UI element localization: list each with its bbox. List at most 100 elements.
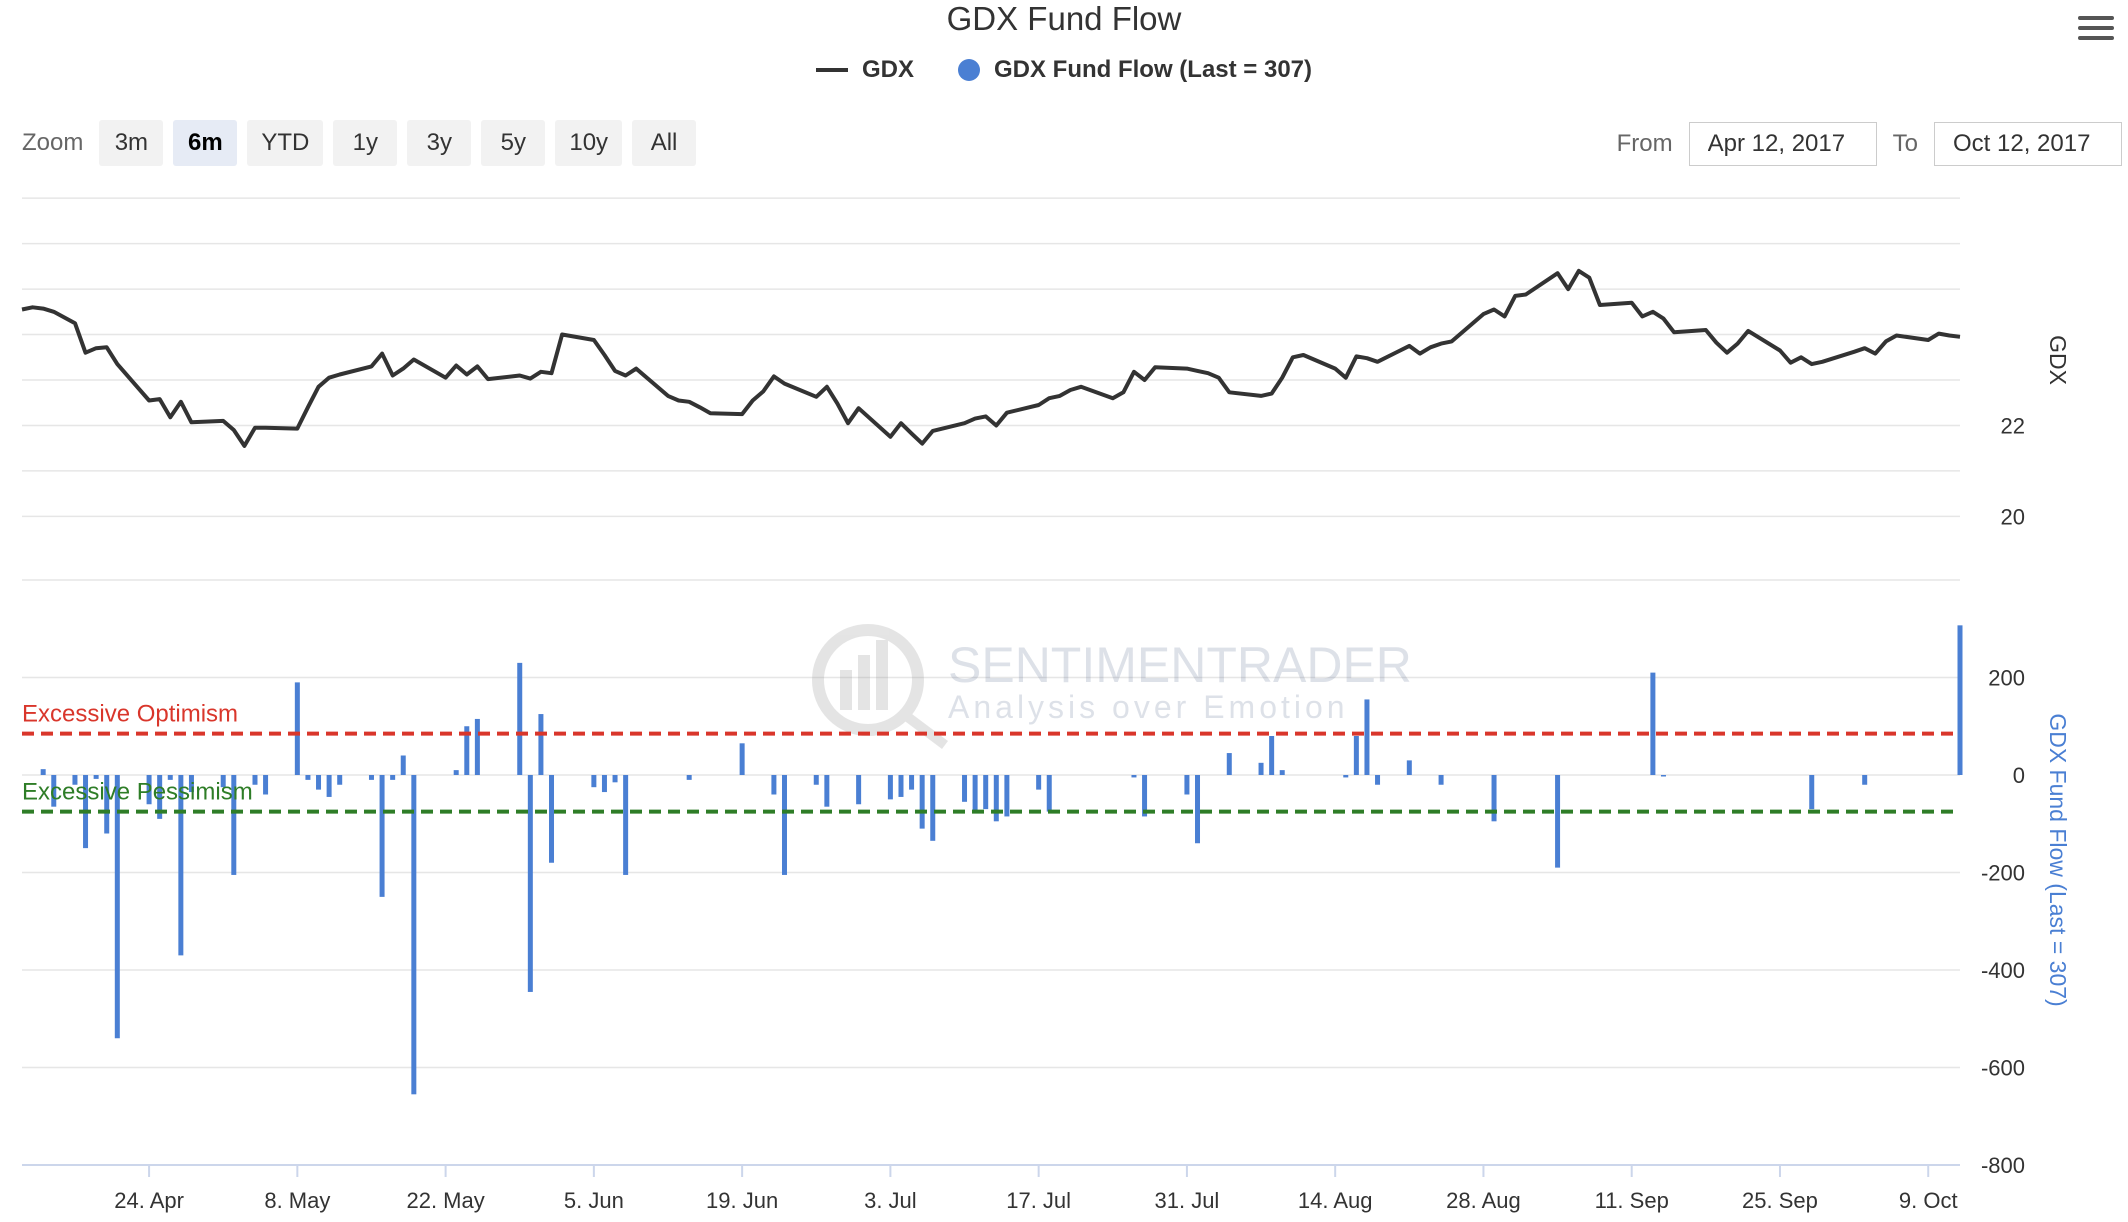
fund-flow-bar: [231, 775, 237, 875]
fund-flow-bar: [601, 775, 607, 793]
fund-flow-bar: [898, 775, 904, 797]
fund-flow-bar: [167, 775, 173, 780]
fund-flow-bar: [623, 775, 629, 875]
x-tick-label: 31. Jul: [1155, 1188, 1220, 1213]
from-date-input[interactable]: [1688, 122, 1877, 166]
fund-flow-bar: [517, 662, 523, 775]
fund-flow-bar: [263, 775, 269, 795]
zoom-button-10y[interactable]: 10y: [555, 120, 623, 166]
fund-flow-bar: [40, 769, 46, 775]
fund-flow-bar: [824, 775, 830, 807]
fund-flow-bar: [781, 775, 787, 875]
fund-flow-bar: [919, 775, 925, 829]
fund-flow-bar: [983, 775, 989, 810]
fund-flow-bar: [474, 718, 480, 775]
x-tick-label: 28. Aug: [1446, 1188, 1521, 1213]
watermark-logo-icon: [812, 624, 924, 736]
fund-flow-bar: [316, 775, 322, 790]
fund-flow-bar: [739, 743, 745, 775]
fund-flow-bar: [464, 726, 470, 775]
fund-flow-bar: [1131, 775, 1137, 778]
x-tick-label: 17. Jul: [1006, 1188, 1071, 1213]
fund-flow-bar: [1438, 775, 1444, 785]
legend-item-fund-flow[interactable]: GDX Fund Flow (Last = 307): [957, 56, 1312, 84]
fund-flow-bar: [1353, 736, 1359, 775]
zoom-button-all[interactable]: All: [632, 120, 697, 166]
y-axis-title-flow: GDX Fund Flow (Last = 307): [2045, 713, 2071, 1006]
fund-flow-bar: [368, 775, 374, 780]
fund-flow-bars: [40, 625, 1963, 1095]
y-tick-label-flow: 200: [1988, 666, 2025, 691]
watermark-name: SENTIMENTRADER: [948, 637, 1412, 693]
fund-flow-bar: [305, 775, 311, 780]
fund-flow-bar: [1364, 699, 1370, 775]
x-tick-label: 19. Jun: [706, 1188, 778, 1213]
legend-item-gdx[interactable]: GDX: [815, 56, 914, 84]
fund-flow-bar: [856, 775, 862, 805]
fund-flow-bar: [453, 770, 459, 775]
fund-flow-bar: [591, 775, 597, 788]
zoom-button-5y[interactable]: 5y: [481, 120, 546, 166]
fund-flow-bar: [909, 775, 915, 790]
y-tick-label-flow: 0: [2013, 763, 2025, 788]
fund-flow-bar: [1258, 762, 1264, 775]
fund-flow-bar: [1142, 775, 1148, 817]
fund-flow-bar: [993, 775, 999, 822]
date-range: From To: [1617, 122, 2122, 166]
zoom-button-6m[interactable]: 6m: [173, 120, 238, 166]
y-tick-label-flow: -200: [1981, 861, 2025, 886]
y-tick-label-price: 20: [2001, 504, 2025, 529]
fund-flow-bar: [538, 714, 544, 775]
fund-flow-bar: [220, 775, 226, 788]
fund-flow-bar: [1650, 672, 1656, 775]
axes: 20 22 GDX -800 -600 -400 -200 0 200 GDX Fund Flow…: [22, 335, 2071, 1213]
fund-flow-bar: [51, 775, 57, 807]
zoom-bar: Zoom 3m 6m YTD 1y 3y 5y 10y All: [22, 120, 697, 166]
fund-flow-bar: [411, 775, 417, 1095]
fund-flow-bar: [72, 775, 78, 785]
fund-flow-bar: [962, 775, 968, 802]
zoom-button-3m[interactable]: 3m: [99, 120, 164, 166]
fund-flow-bar: [1279, 770, 1285, 775]
fund-flow-bar: [294, 682, 300, 775]
fund-flow-bar: [1957, 625, 1963, 775]
x-tick-label: 25. Sep: [1742, 1188, 1818, 1213]
y-tick-label-flow: -600: [1981, 1056, 2025, 1081]
fund-flow-bar: [1046, 775, 1052, 812]
zoom-button-ytd[interactable]: YTD: [247, 120, 324, 166]
fund-flow-bar: [1269, 736, 1275, 775]
fund-flow-bar: [930, 775, 936, 841]
chart-title: GDX Fund Flow: [946, 0, 1182, 37]
fund-flow-bar: [1660, 775, 1666, 777]
zoom-button-1y[interactable]: 1y: [333, 120, 398, 166]
fund-flow-bar: [1036, 775, 1042, 790]
to-label: To: [1892, 130, 1918, 157]
fund-flow-bar: [1226, 753, 1232, 775]
x-tick-label: 14. Aug: [1298, 1188, 1373, 1213]
fund-flow-bar: [1406, 760, 1412, 775]
fund-flow-bar: [93, 775, 99, 779]
fund-flow-bar: [188, 775, 194, 793]
circle-series-icon: [957, 59, 980, 81]
legend-label-gdx: GDX: [861, 56, 914, 83]
watermark: SENTIMENTRADER Analysis over Emotion: [812, 624, 1412, 749]
legend: GDX GDX Fund Flow (Last = 307): [0, 56, 2128, 84]
hamburger-menu-icon[interactable]: [2076, 10, 2116, 50]
fund-flow-bar: [157, 775, 163, 819]
fund-flow-bar: [813, 775, 819, 785]
fund-flow-bar: [1184, 775, 1190, 795]
fund-flow-bar: [549, 775, 555, 863]
zoom-button-3y[interactable]: 3y: [407, 120, 472, 166]
fund-flow-bar: [1375, 775, 1381, 785]
to-date-input[interactable]: [1934, 122, 2122, 166]
x-tick-label: 24. Apr: [114, 1188, 184, 1213]
x-tick-label: 11. Sep: [1595, 1188, 1669, 1213]
reference-lines: Excessive Optimism Excessive Pessimism: [22, 701, 1960, 814]
fund-flow-bar: [337, 775, 343, 785]
excessive-pessimism-label: Excessive Pessimism: [22, 779, 253, 806]
fund-flow-bar: [379, 775, 385, 897]
fund-flow-bar: [612, 775, 618, 783]
fund-flow-bar: [400, 755, 406, 775]
fund-flow-bar: [326, 775, 332, 797]
fund-flow-bar: [1491, 775, 1497, 822]
